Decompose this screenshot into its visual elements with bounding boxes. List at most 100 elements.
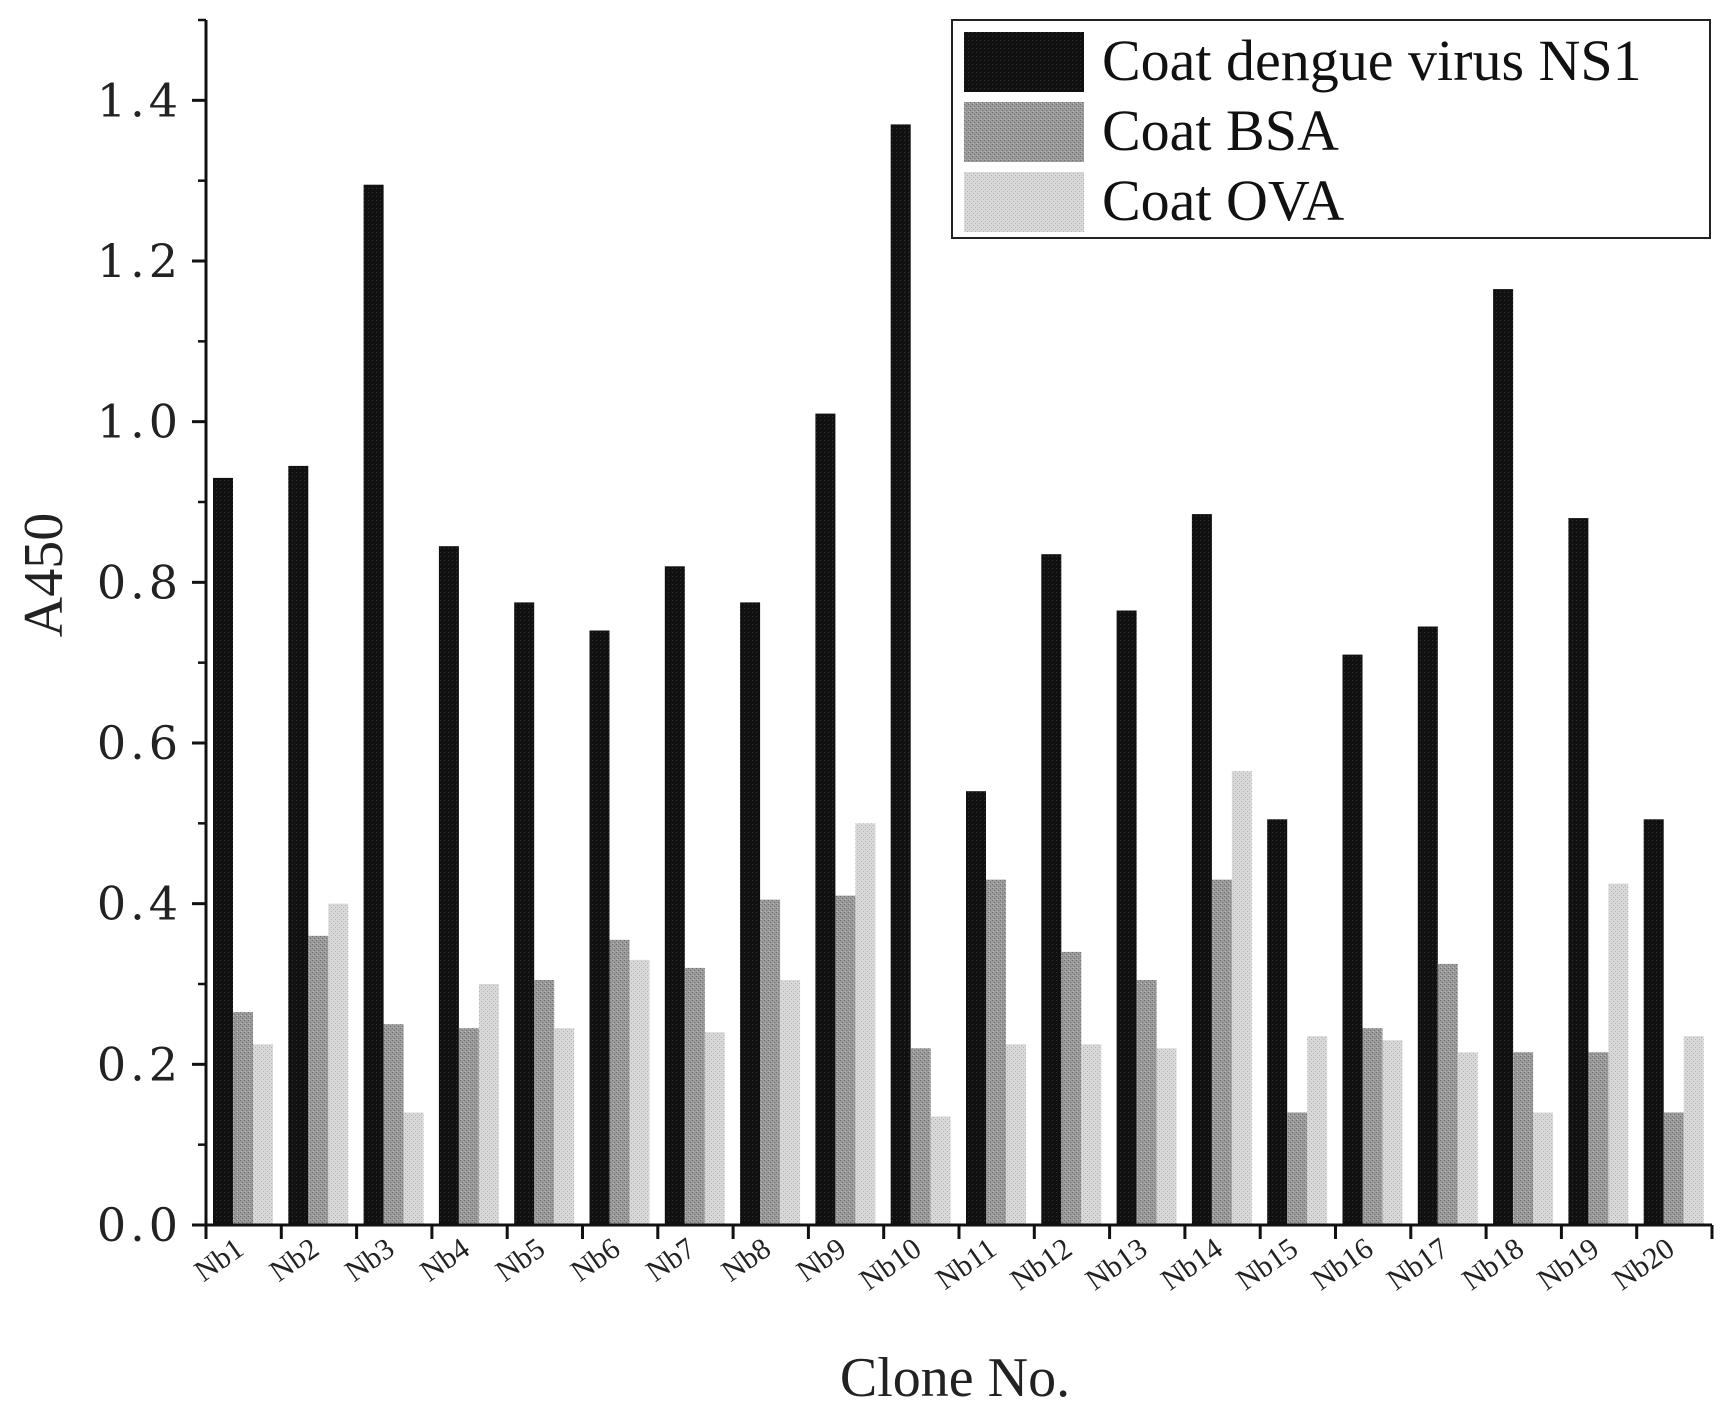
bar-coat-bsa-nb10 xyxy=(910,1048,931,1225)
y-tick-label: 1.0 xyxy=(97,395,182,449)
x-axis-title: Clone No. xyxy=(840,1347,1070,1409)
y-tick-label: 1.2 xyxy=(97,234,182,288)
y-tick-label: 0.0 xyxy=(97,1198,182,1252)
bar-coat-bsa-nb5 xyxy=(534,980,555,1225)
x-tick-label: Nb4 xyxy=(414,1232,475,1289)
bar-coat-ova-nb14 xyxy=(1231,771,1252,1225)
bar-coat-ova-nb12 xyxy=(1081,1044,1102,1226)
x-tick-label: Nb6 xyxy=(565,1232,626,1289)
bar-coat-dengue-virus-ns1-nb16 xyxy=(1342,654,1363,1225)
x-tick-label: Nb7 xyxy=(640,1232,701,1289)
x-tick-label: Nb11 xyxy=(930,1232,1003,1297)
bar-coat-dengue-virus-ns1-nb12 xyxy=(1041,554,1062,1225)
x-tick-label: Nb13 xyxy=(1080,1232,1154,1297)
x-tick-label: Nb15 xyxy=(1230,1232,1304,1297)
bar-coat-ova-nb11 xyxy=(1006,1044,1026,1226)
bar-coat-ova-nb1 xyxy=(253,1044,273,1226)
bar-coat-dengue-virus-ns1-nb1 xyxy=(213,477,233,1225)
x-tick-label: Nb3 xyxy=(339,1232,400,1289)
bar-coat-dengue-virus-ns1-nb15 xyxy=(1267,819,1288,1225)
bar-coat-bsa-nb1 xyxy=(233,1012,253,1225)
x-tick-label: Nb16 xyxy=(1306,1232,1380,1297)
legend-label: Coat OVA xyxy=(1102,168,1344,233)
bar-coat-ova-nb20 xyxy=(1683,1036,1704,1225)
x-tick-label: Nb14 xyxy=(1155,1232,1229,1297)
bar-coat-bsa-nb17 xyxy=(1437,963,1458,1225)
y-axis-title: A450 xyxy=(13,513,75,637)
x-tick-label: Nb18 xyxy=(1456,1232,1530,1297)
bar-coat-ova-nb7 xyxy=(704,1032,725,1225)
bar-coat-ova-nb4 xyxy=(478,984,499,1225)
bar-coat-bsa-nb7 xyxy=(684,967,705,1225)
bar-coat-ova-nb16 xyxy=(1382,1040,1403,1225)
bar-coat-bsa-nb2 xyxy=(308,935,329,1225)
x-tick-label: Nb8 xyxy=(716,1232,777,1289)
bar-coat-bsa-nb19 xyxy=(1588,1052,1609,1225)
bar-coat-ova-nb8 xyxy=(780,980,801,1225)
bar-coat-dengue-virus-ns1-nb18 xyxy=(1493,289,1514,1226)
bar-coat-bsa-nb13 xyxy=(1136,980,1157,1225)
bar-coat-dengue-virus-ns1-nb8 xyxy=(740,602,761,1225)
x-tick-label: Nb1 xyxy=(188,1232,249,1289)
bar-coat-bsa-nb11 xyxy=(986,879,1006,1225)
bar-coat-ova-nb9 xyxy=(855,823,876,1225)
bar-coat-bsa-nb6 xyxy=(609,939,630,1225)
x-tick-label: Nb9 xyxy=(791,1232,852,1289)
x-tick-label: Nb17 xyxy=(1381,1232,1455,1297)
bar-coat-dengue-virus-ns1-nb7 xyxy=(664,566,685,1225)
bar-coat-ova-nb13 xyxy=(1156,1048,1177,1225)
bar-coat-ova-nb5 xyxy=(554,1028,575,1225)
bar-coat-dengue-virus-ns1-nb4 xyxy=(438,546,459,1225)
y-tick-label: 0.2 xyxy=(97,1037,182,1091)
axes-layer xyxy=(192,18,1714,1239)
y-tick-label: 0.4 xyxy=(97,877,182,931)
x-tick-label: Nb20 xyxy=(1607,1232,1681,1297)
legend-swatch xyxy=(964,172,1084,232)
bar-coat-ova-nb19 xyxy=(1608,883,1629,1225)
x-tick-label: Nb19 xyxy=(1531,1232,1605,1297)
bar-coat-dengue-virus-ns1-nb5 xyxy=(514,602,535,1225)
bar-coat-bsa-nb16 xyxy=(1362,1028,1383,1225)
bar-coat-dengue-virus-ns1-nb19 xyxy=(1568,518,1589,1225)
bar-coat-dengue-virus-ns1-nb10 xyxy=(890,124,911,1225)
bar-coat-dengue-virus-ns1-nb20 xyxy=(1643,819,1664,1225)
bar-coat-dengue-virus-ns1-nb9 xyxy=(815,413,836,1226)
bar-coat-bsa-nb14 xyxy=(1211,879,1232,1225)
x-tick-label: Nb10 xyxy=(854,1232,928,1297)
bar-coat-dengue-virus-ns1-nb17 xyxy=(1417,626,1438,1225)
bar-coat-bsa-nb3 xyxy=(383,1024,404,1225)
legend-label: Coat dengue virus NS1 xyxy=(1102,28,1642,93)
bar-coat-dengue-virus-ns1-nb6 xyxy=(589,630,610,1225)
bar-coat-dengue-virus-ns1-nb14 xyxy=(1191,514,1212,1225)
y-tick-label: 0.8 xyxy=(97,555,182,609)
legend-swatch xyxy=(964,32,1084,92)
bar-coat-ova-nb10 xyxy=(930,1116,951,1225)
bar-coat-ova-nb18 xyxy=(1533,1112,1554,1225)
legend-label: Coat BSA xyxy=(1102,98,1339,163)
y-tick-label: 0.6 xyxy=(97,716,182,770)
x-tick-label: Nb5 xyxy=(490,1232,551,1289)
bar-coat-bsa-nb12 xyxy=(1061,951,1082,1225)
bar-coat-bsa-nb20 xyxy=(1663,1112,1684,1225)
bar-coat-ova-nb17 xyxy=(1457,1052,1478,1225)
bar-coat-dengue-virus-ns1-nb11 xyxy=(966,791,986,1225)
bar-coat-dengue-virus-ns1-nb3 xyxy=(363,184,384,1226)
bar-coat-ova-nb3 xyxy=(403,1112,424,1225)
bars-layer xyxy=(213,124,1704,1226)
bar-coat-ova-nb15 xyxy=(1307,1036,1328,1225)
x-tick-label: Nb2 xyxy=(264,1232,325,1289)
x-tick-label: Nb12 xyxy=(1004,1232,1078,1297)
bar-coat-dengue-virus-ns1-nb2 xyxy=(288,465,309,1225)
bar-coat-ova-nb6 xyxy=(629,959,650,1225)
bar-coat-dengue-virus-ns1-nb13 xyxy=(1116,610,1137,1225)
bar-coat-bsa-nb8 xyxy=(760,899,781,1225)
bar-coat-bsa-nb4 xyxy=(458,1028,479,1225)
legend-swatch xyxy=(964,102,1084,162)
bar-coat-ova-nb2 xyxy=(328,903,349,1225)
bar-coat-bsa-nb9 xyxy=(835,895,856,1225)
y-tick-label: 1.4 xyxy=(97,73,182,127)
bar-coat-bsa-nb15 xyxy=(1287,1112,1308,1225)
